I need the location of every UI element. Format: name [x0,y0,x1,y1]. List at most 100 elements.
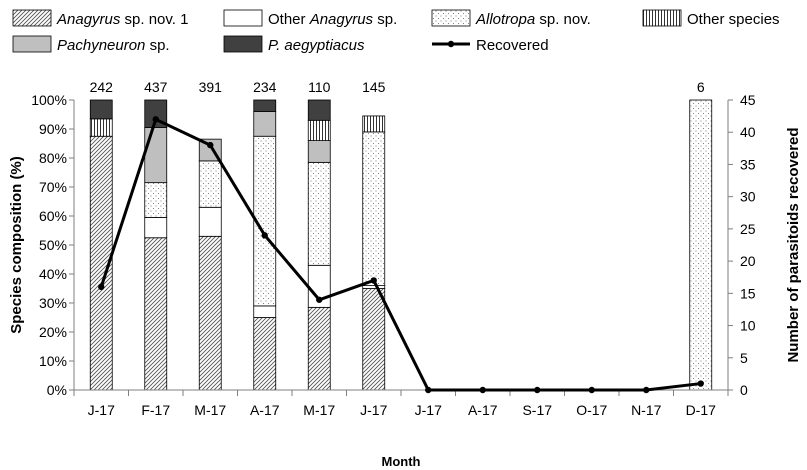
legend-item-other_anagyrus: Other Anagyrus sp. [223,9,397,28]
recovered-point [643,386,650,394]
x-tick-label: S-17 [522,402,552,418]
x-axis-title: Month [382,454,421,469]
recovered-point [588,386,595,394]
bar-segment-other_anagyrus [198,206,222,237]
x-tick-label: A-17 [250,402,280,418]
y-tick-label: 70% [39,179,67,195]
axis-labels: Month Species composition (%) Number of pa… [8,127,802,469]
y-tick-label: 40% [39,266,67,282]
legend-label-part: Allotropa [475,11,535,28]
y2-tick-label: 5 [740,350,748,366]
y-tick-label: 80% [39,150,67,166]
recovered-point [534,386,541,394]
recovered-line [98,116,704,394]
y-tick-label: 90% [39,121,67,137]
x-tick-label: J-17 [88,402,115,418]
legend-label-part: P. aegyptiacus [268,37,365,54]
legend-label: P. aegyptiacus [268,37,365,54]
y2-tick-label: 45 [740,92,756,108]
legend-label-part: sp. nov. [535,11,591,28]
bar-total-label: 145 [362,79,386,95]
legend-item-aegyptiacus: P. aegyptiacus [223,35,365,54]
recovered-point [370,277,377,284]
legend-item-recovered: Recovered [432,37,549,54]
legend-swatch [12,35,52,53]
x-tick-label: A-17 [468,402,498,418]
bar-total-label: 110 [308,79,331,95]
legend-swatch [223,35,263,53]
bar-segment-other_anagyrus [144,217,168,239]
legend-swatch-marker [447,40,455,48]
y2-tick-label: 0 [740,382,748,398]
x-tick-label: M-17 [303,402,335,418]
y-tick-label: 50% [39,237,67,253]
bar-segment-anagyrus_nov1 [253,317,277,391]
y2-tick-label: 10 [740,318,756,334]
legend-label-part: Anagyrus [56,11,121,28]
x-tick-label: M-17 [194,402,226,418]
legend-swatch [642,9,682,27]
y2-tick-label: 40 [740,124,756,140]
y2-tick-label: 35 [740,156,756,172]
x-tick-label: O-17 [576,402,607,418]
recovered-point [261,232,268,239]
bar-segment-anagyrus_nov1 [144,237,168,391]
legend-label-part: Other [268,11,310,28]
x-tick-label: F-17 [141,402,170,418]
legend-swatch [223,9,263,27]
bar-segment-aegyptiacus [253,99,277,113]
bar-segment-aegyptiacus [89,99,113,120]
bar-segment-pachyneuron [144,127,168,184]
legend-swatch [431,9,471,27]
legend-label: Recovered [476,37,549,54]
y-tick-label: 0% [47,382,67,398]
bar-segment-allotropa [198,160,222,208]
legend-item-anagyrus_nov1: Anagyrus sp. nov. 1 [12,9,188,28]
y-axis-title: Species composition (%) [8,156,25,334]
bar-segment-pachyneuron [253,111,277,137]
bar-segment-anagyrus_nov1 [362,288,386,391]
legend-item-pachyneuron: Pachyneuron sp. [12,35,170,54]
recovered-series-line [99,117,701,392]
bar-segment-pachyneuron [307,140,331,163]
legend-label-part: Recovered [476,37,549,54]
y-tick-label: 60% [39,208,67,224]
x-tick-label: N-17 [631,402,662,418]
recovered-point [98,283,105,291]
legend-label: Anagyrus sp. nov. 1 [56,11,188,28]
bar-segment-allotropa [689,99,713,391]
recovered-point [316,296,323,303]
legend-label-part: sp. nov. 1 [120,11,188,28]
legend-label: Pachyneuron sp. [57,37,170,54]
y2-tick-label: 15 [740,285,756,301]
bar-segment-allotropa [362,131,386,286]
bar-segment-anagyrus_nov1 [307,306,331,391]
bar-total-label: 437 [144,79,168,95]
bar-segment-other_anagyrus [362,285,386,289]
bar-segment-anagyrus_nov1 [198,235,222,391]
bar-total-label: 391 [199,79,223,95]
bar-segment-other_species [362,115,386,133]
legend-item-allotropa: Allotropa sp. nov. [431,9,591,28]
stacked-bars [89,99,713,391]
recovered-point [152,116,159,123]
y2-tick-label: 25 [740,221,756,237]
bar-segment-other_anagyrus [253,305,277,318]
x-tick-label: J-17 [360,402,387,418]
y2-tick-label: 20 [740,253,756,269]
y2-axis-title: Number of parasitoids recovered [785,127,802,362]
recovered-point [207,141,214,149]
bar-total-label: 6 [697,79,705,95]
recovered-point [425,386,432,394]
bar-total-label: 234 [253,79,277,95]
bar-segment-allotropa [144,182,168,218]
y-tick-label: 30% [39,295,67,311]
legend-label: Allotropa sp. nov. [475,11,591,28]
bar-total-label: 242 [90,79,114,95]
recovered-point [479,386,486,394]
legend: Anagyrus sp. nov. 1 Other Anagyrus sp. All… [12,9,780,54]
legend-swatch [12,9,52,27]
bar-segment-other_species [307,119,331,142]
x-tick-label: J-17 [415,402,442,418]
legend-label-part: sp. [145,37,169,54]
